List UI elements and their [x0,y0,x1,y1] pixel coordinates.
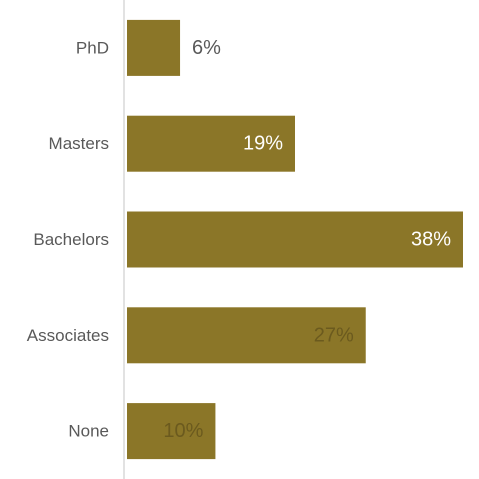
category-label-none: None [68,422,109,441]
value-label-masters: 19% [243,133,283,155]
value-label-none: 10% [163,420,203,442]
bars-group [127,19,463,460]
value-label-associates: 27% [314,324,354,346]
bar-masters [127,115,295,172]
bar-none [127,403,216,460]
category-label-bachelors: Bachelors [33,230,109,249]
category-label-phd: PhD [76,38,109,57]
category-label-masters: Masters [49,134,109,153]
bar-bachelors [127,211,463,268]
bar-associates [127,307,366,364]
category-labels-group: PhD Masters Bachelors Associates None [27,38,109,440]
bar-phd [127,19,181,76]
category-label-associates: Associates [27,326,109,345]
value-label-phd: 6% [192,37,221,59]
value-labels-group: 6% 19% 38% 27% 10% [163,37,451,442]
value-label-bachelors: 38% [411,229,451,251]
